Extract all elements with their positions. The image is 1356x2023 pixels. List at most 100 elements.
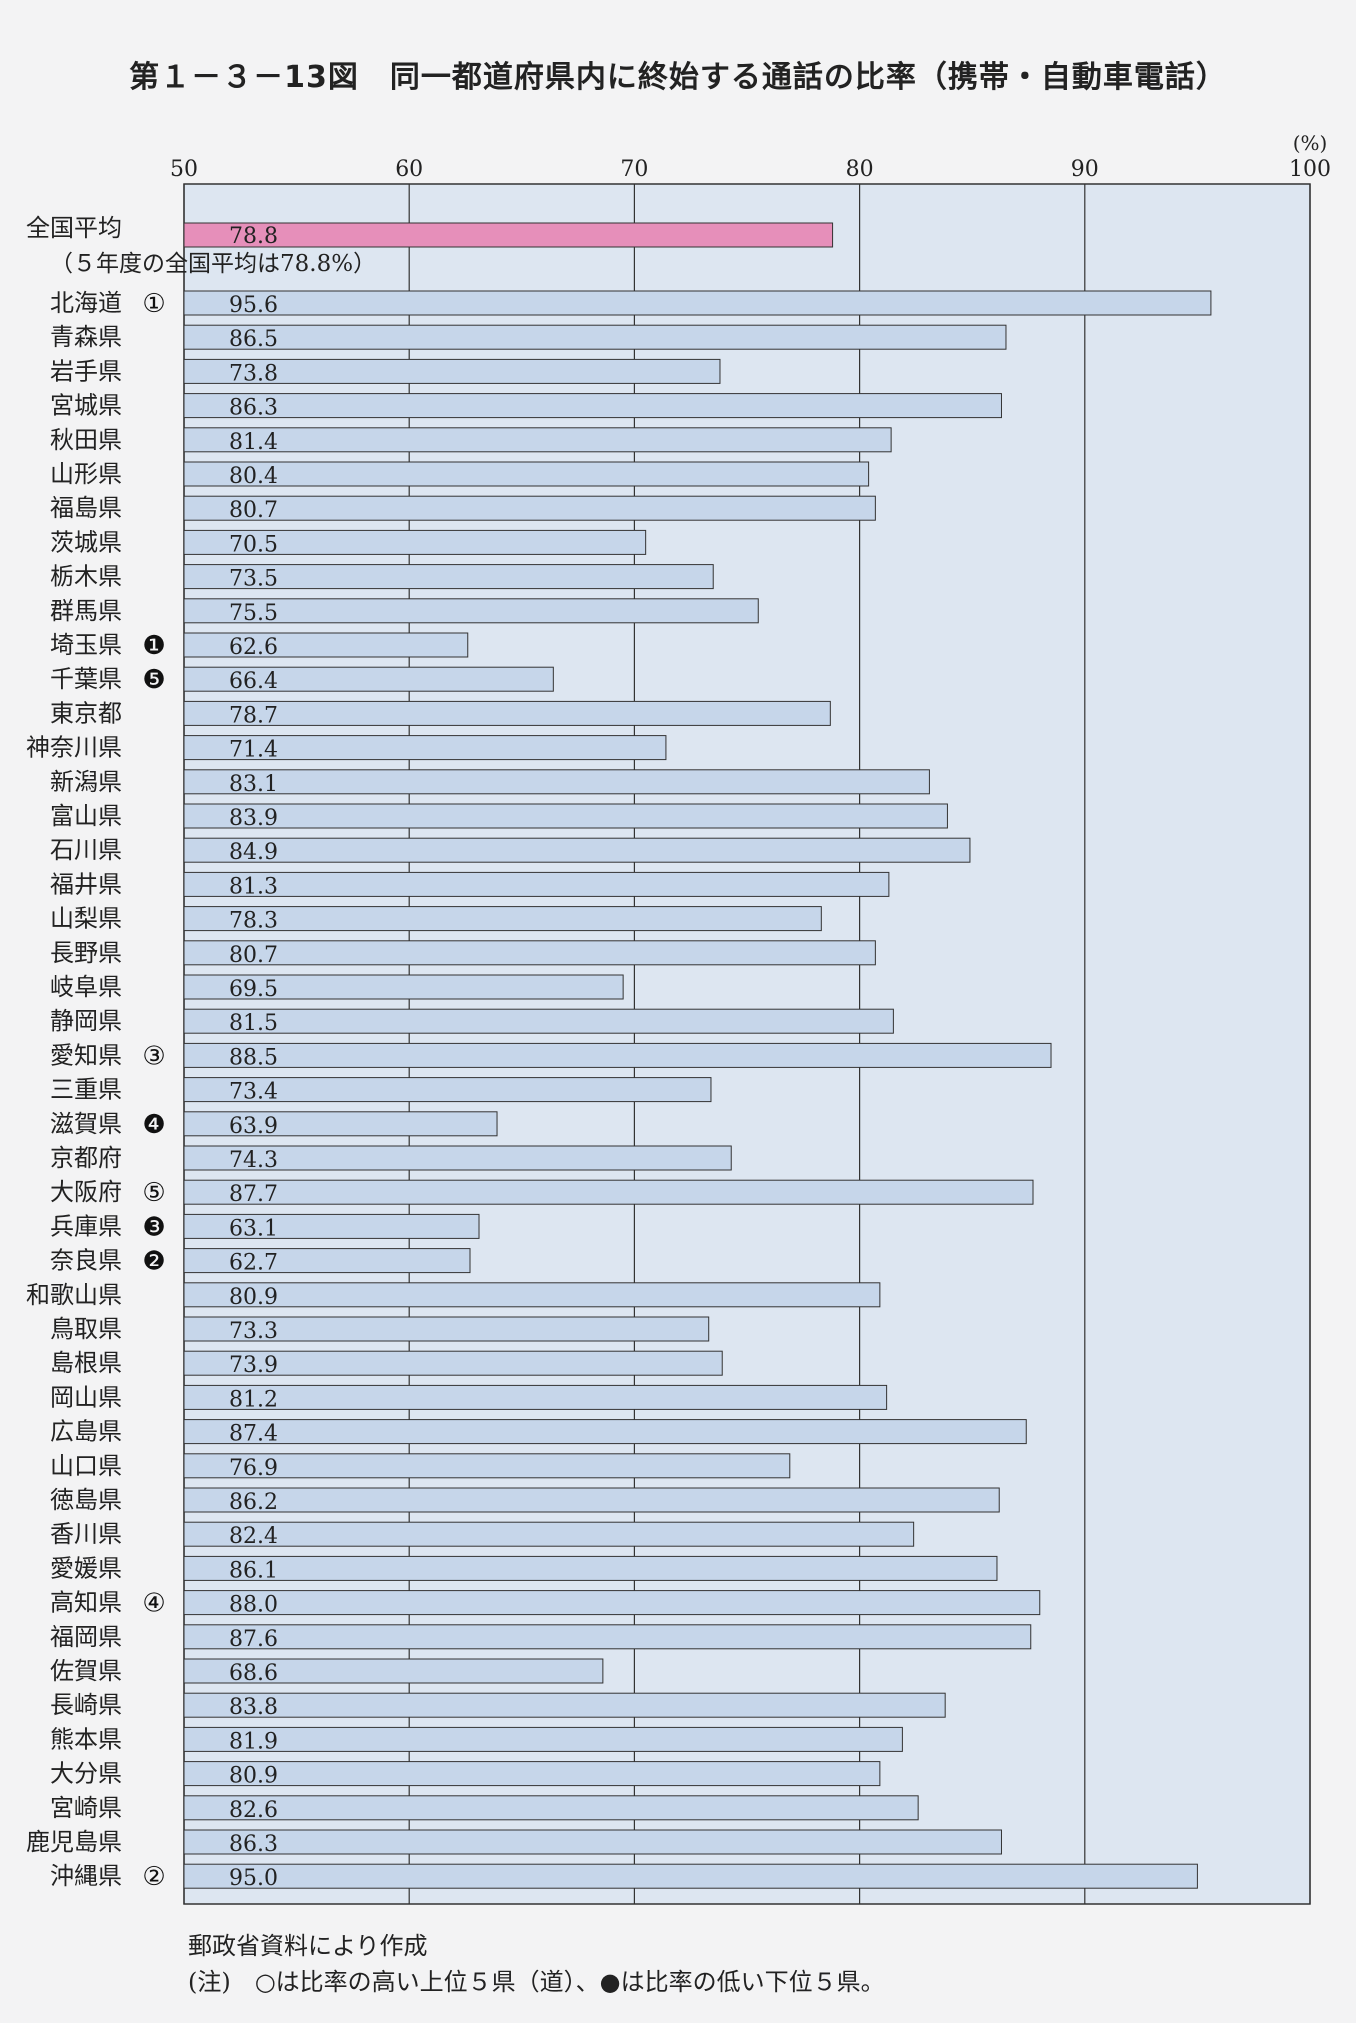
bar-value-label: 86.3	[229, 1832, 278, 1857]
bar-value-label: 75.5	[229, 601, 278, 626]
bar	[183, 940, 876, 966]
category-label: 福島県	[50, 494, 122, 522]
bar-value-label: 86.5	[229, 327, 278, 352]
bar-value-label: 80.7	[229, 498, 278, 523]
category-label: 三重県	[50, 1076, 122, 1104]
bar-value-label: 81.5	[229, 1011, 278, 1036]
bar-value-label: 82.4	[229, 1524, 278, 1549]
bar-value-label: 87.6	[229, 1627, 278, 1652]
category-label: 石川県	[50, 836, 122, 864]
bar	[183, 1213, 480, 1239]
bar	[183, 1419, 1027, 1445]
rank-marker: ⑤	[142, 1178, 165, 1208]
bar	[183, 1248, 471, 1274]
rank-marker: ②	[142, 1862, 165, 1892]
bar-value-label: 86.1	[229, 1558, 278, 1583]
x-tick-label: 60	[395, 157, 423, 182]
bar	[183, 906, 822, 932]
category-label: 徳島県	[50, 1486, 122, 1514]
national-average-note: （５年度の全国平均は78.8%）	[50, 251, 376, 277]
category-label: 静岡県	[50, 1007, 122, 1035]
bar-value-label: 88.5	[229, 1045, 278, 1070]
category-label: 大分県	[50, 1760, 122, 1788]
bar	[183, 1042, 1052, 1068]
category-label: 岡山県	[50, 1383, 122, 1411]
bar	[183, 1487, 1000, 1513]
bar	[183, 1555, 998, 1581]
category-label: 青森県	[50, 323, 122, 351]
category-label: 富山県	[50, 802, 122, 830]
bar	[183, 461, 870, 487]
category-label: 鹿児島県	[26, 1828, 122, 1856]
category-label: 栃木県	[50, 563, 122, 591]
national-average-bar	[183, 222, 834, 248]
category-label: 宮崎県	[50, 1794, 122, 1822]
bar-value-label: 80.4	[229, 464, 278, 489]
rank-marker: ❷	[142, 1247, 165, 1277]
bar-value-label: 66.4	[229, 669, 278, 694]
bar	[183, 1863, 1198, 1889]
bar	[183, 495, 876, 521]
bar-value-label: 63.1	[229, 1216, 278, 1241]
category-label: 広島県	[50, 1418, 122, 1446]
bar-value-label: 80.9	[229, 1764, 278, 1789]
bar	[183, 1590, 1041, 1616]
category-label: 京都府	[50, 1144, 122, 1172]
category-label: 新潟県	[50, 768, 122, 796]
bar	[183, 393, 1002, 419]
category-label: 山梨県	[50, 905, 122, 933]
bar-value-label: 83.9	[229, 806, 278, 831]
bar-value-label: 83.8	[229, 1695, 278, 1720]
bar-value-label: 81.2	[229, 1387, 278, 1412]
bar	[183, 735, 667, 761]
bar	[183, 666, 554, 692]
category-label: 茨城県	[50, 528, 122, 556]
national-average-label: 全国平均	[26, 214, 122, 242]
bar-value-label: 86.3	[229, 396, 278, 421]
category-label: 奈良県	[50, 1247, 122, 1275]
x-tick-label: 50	[170, 157, 198, 182]
bar-value-label: 86.2	[229, 1490, 278, 1515]
bar	[183, 1692, 946, 1718]
bar-value-label: 63.9	[229, 1114, 278, 1139]
bar	[183, 1145, 732, 1171]
national-average-value-label: 78.8	[229, 224, 278, 249]
bar-value-label: 80.9	[229, 1285, 278, 1310]
bar-value-label: 95.6	[229, 293, 278, 318]
chart-title: 第１－３－13図 同一都道府県内に終始する通話の比率（携帯・自動車電話）	[129, 60, 1227, 95]
rank-marker: ①	[142, 289, 165, 319]
bar	[183, 837, 971, 863]
bar	[183, 324, 1007, 350]
bar	[183, 974, 624, 1000]
unit-label: (%)	[1293, 131, 1328, 155]
rank-marker: ❹	[142, 1110, 165, 1140]
bar-value-label: 82.6	[229, 1798, 278, 1823]
bar	[183, 1384, 888, 1410]
rank-marker: ❺	[142, 665, 165, 695]
bar	[183, 598, 759, 624]
bar	[183, 290, 1212, 316]
bar	[183, 1008, 894, 1034]
bar	[183, 1179, 1034, 1205]
bar-value-label: 73.9	[229, 1353, 278, 1378]
bar	[183, 803, 948, 829]
category-label: 福岡県	[50, 1623, 122, 1651]
category-label: 北海道	[50, 289, 122, 317]
bar-value-label: 74.3	[229, 1148, 278, 1173]
category-label: 高知県	[50, 1589, 122, 1617]
bar	[183, 769, 930, 795]
category-label: 千葉県	[50, 665, 122, 693]
category-label: 熊本県	[50, 1725, 122, 1753]
category-label: 大阪府	[50, 1178, 122, 1206]
bar	[183, 1829, 1002, 1855]
category-label: 島根県	[50, 1349, 122, 1377]
category-label: 福井県	[50, 870, 122, 898]
bar-value-label: 71.4	[229, 738, 278, 763]
bar	[183, 1111, 498, 1137]
bar	[183, 1282, 881, 1308]
category-label: 群馬県	[50, 597, 122, 625]
bar	[183, 1350, 723, 1376]
rank-marker: ❶	[142, 631, 165, 661]
bar	[183, 1316, 710, 1342]
bar-value-label: 62.7	[229, 1251, 278, 1276]
